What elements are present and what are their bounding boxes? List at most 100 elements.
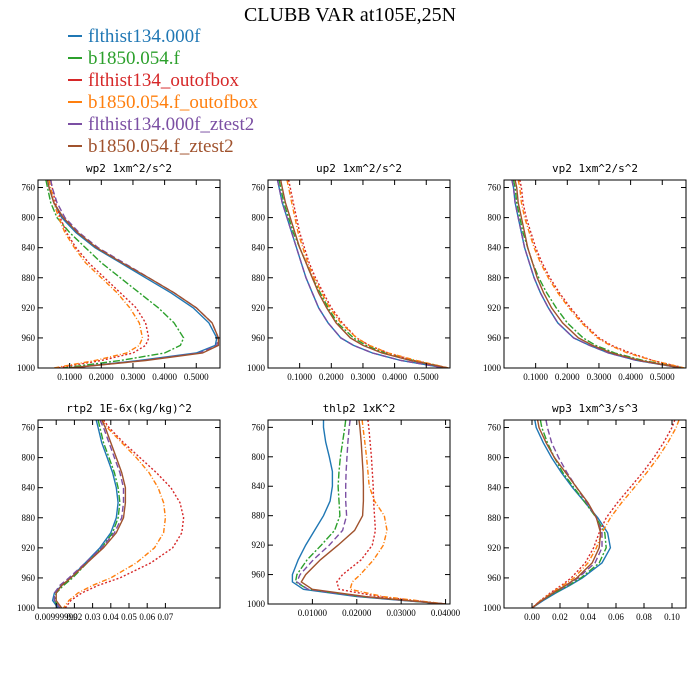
series-line <box>296 420 446 604</box>
legend-swatch <box>68 100 82 103</box>
y-tick-label: 960 <box>22 333 36 343</box>
y-tick-label: 960 <box>22 573 36 583</box>
chart-panel: rtp2 1E-6x(kg/kg)^2 760 800 840 880 920 960 100… <box>17 402 221 622</box>
x-tick-label: 0.06 <box>608 612 624 622</box>
y-tick-label: 760 <box>252 422 266 432</box>
y-tick-label: 960 <box>488 573 502 583</box>
y-tick-label: 1000 <box>247 599 266 609</box>
y-tick-label: 1000 <box>483 363 502 373</box>
series-line <box>349 420 446 604</box>
x-tick-label: 0.4000 <box>382 372 407 382</box>
x-tick-label: 0.1000 <box>287 372 312 382</box>
chart-panel: up2 1xm^2/s^2 760 800 840 880 920 960 1000 0.100… <box>247 162 451 382</box>
legend-swatch <box>68 122 82 125</box>
x-tick-label: 0.02000 <box>342 608 372 618</box>
x-tick-label: 0.03000 <box>387 608 417 618</box>
y-tick-label: 800 <box>488 213 502 223</box>
series-line <box>511 180 682 368</box>
series-line <box>46 180 220 368</box>
chart-title: up2 1xm^2/s^2 <box>316 162 402 175</box>
y-tick-label: 880 <box>488 513 502 523</box>
chart-title: vp2 1xm^2/s^2 <box>552 162 638 175</box>
y-tick-label: 800 <box>252 452 266 462</box>
x-tick-label: 0.3000 <box>587 372 612 382</box>
x-tick-label: 0.03 <box>85 612 101 622</box>
series-line <box>53 420 121 608</box>
chart-panel: thlp2 1xK^2 760 800 840 880 920 960 1000 0.01000… <box>247 402 461 618</box>
series-line <box>45 180 185 368</box>
x-tick-label: 0.2000 <box>319 372 344 382</box>
x-tick-label: 0.01000 <box>298 608 328 618</box>
x-tick-label: 0.00 <box>524 612 540 622</box>
series-line <box>55 420 127 608</box>
chart-title: wp2 1xm^2/s^2 <box>86 162 172 175</box>
legend-item: b1850.054.f <box>68 48 258 70</box>
y-tick-label: 800 <box>488 453 502 463</box>
y-tick-label: 1000 <box>17 363 36 373</box>
x-tick-label: 0.04 <box>580 612 596 622</box>
y-tick-label: 840 <box>488 243 502 253</box>
y-tick-label: 840 <box>488 483 502 493</box>
x-tick-label: 0.3000 <box>351 372 376 382</box>
legend: flthist134.000f b1850.054.f flthist134_out… <box>68 26 258 158</box>
y-tick-label: 840 <box>252 481 266 491</box>
series-line <box>276 180 446 368</box>
legend-label: flthist134.000f <box>88 26 201 47</box>
legend-label: b1850.054.f_ztest2 <box>88 136 234 157</box>
y-tick-label: 840 <box>252 243 266 253</box>
y-tick-label: 880 <box>252 511 266 521</box>
legend-item: flthist134_outofbox <box>68 70 258 92</box>
x-tick-label: 0.00999999 <box>35 612 78 622</box>
series-line <box>278 180 449 368</box>
plot-frame <box>267 179 451 369</box>
x-tick-label: 0.3000 <box>121 372 146 382</box>
series-line <box>51 420 119 608</box>
x-tick-label: 0.10 <box>664 612 680 622</box>
y-tick-label: 760 <box>252 183 266 193</box>
x-tick-label: 0.02 <box>552 612 568 622</box>
y-tick-label: 880 <box>252 273 266 283</box>
y-tick-label: 920 <box>488 303 502 313</box>
x-tick-label: 0.06 <box>139 612 155 622</box>
series-line <box>300 420 446 604</box>
series-line <box>336 420 446 604</box>
series-line <box>50 180 220 368</box>
series-line <box>64 420 185 608</box>
x-tick-label: 0.08 <box>636 612 652 622</box>
legend-swatch <box>68 144 82 147</box>
legend-label: flthist134.000f_ztest2 <box>88 114 255 135</box>
chart-title: rtp2 1E-6x(kg/kg)^2 <box>66 402 192 415</box>
plot-frame <box>503 419 687 609</box>
page-title: CLUBB VAR at105E,25N <box>243 4 457 26</box>
x-tick-label: 0.5000 <box>650 372 675 382</box>
y-tick-label: 1000 <box>247 363 266 373</box>
plot-frame <box>37 419 221 609</box>
series-line <box>286 180 449 368</box>
y-tick-label: 920 <box>252 540 266 550</box>
y-tick-label: 880 <box>22 273 36 283</box>
y-tick-label: 960 <box>488 333 502 343</box>
legend-swatch <box>68 56 82 59</box>
legend-item: flthist134.000f <box>68 26 258 48</box>
x-tick-label: 0.4000 <box>618 372 643 382</box>
y-tick-label: 800 <box>252 213 266 223</box>
x-tick-label: 0.1000 <box>523 372 548 382</box>
series-line <box>512 180 685 368</box>
y-tick-label: 800 <box>22 213 36 223</box>
plot-frame <box>267 419 451 605</box>
legend-swatch <box>68 78 82 81</box>
legend-label: b1850.054.f <box>88 48 180 69</box>
chart-title: thlp2 1xK^2 <box>323 402 396 415</box>
series-line <box>62 420 167 608</box>
series-line <box>53 420 125 608</box>
x-tick-label: 0.04 <box>103 612 119 622</box>
chart-panel: wp2 1xm^2/s^2 760 800 840 880 920 960 1000 0.100… <box>17 162 221 382</box>
x-tick-label: 0.2000 <box>89 372 114 382</box>
x-tick-label: 0.04000 <box>431 608 461 618</box>
y-tick-label: 760 <box>488 183 502 193</box>
y-tick-label: 960 <box>252 570 266 580</box>
series-line <box>50 180 150 368</box>
y-tick-label: 840 <box>22 243 36 253</box>
chart-panel: vp2 1xm^2/s^2 760 800 840 880 920 960 1000 0.100… <box>483 162 687 382</box>
